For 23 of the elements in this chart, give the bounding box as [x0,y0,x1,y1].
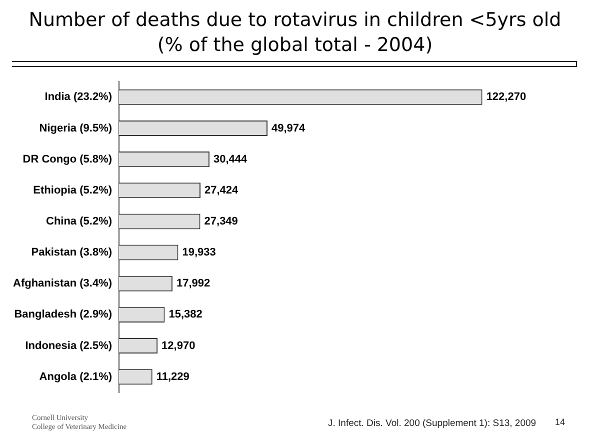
y-tick-label: Ethiopia (5.2%) [33,184,112,196]
y-tick-label: Nigeria (9.5%) [39,122,112,134]
data-label: 27,349 [204,215,238,228]
data-label: 11,229 [156,370,190,383]
data-label: 17,992 [176,278,210,290]
data-label: 27,424 [204,184,240,196]
chart-title: Number of deaths due to rotavirus in children <5yrs old (% of the global total - 2004) [28,8,562,58]
data-label: 30,444 [213,153,248,166]
y-tick-label: Pakistan (3.8%) [31,246,112,259]
y-tick-label: Indonesia (2.5%) [25,340,112,352]
y-tick-label: India (23.2%) [44,91,112,104]
y-tick-label: Angola (2.1%) [39,370,112,383]
data-label: 12,970 [162,340,196,352]
text: J. Infect. Dis. Vol. 200 (Supplement 1): S13, 2009 [328,418,536,429]
text: 14 [555,417,566,427]
y-tick-label: China (5.2%) [46,215,112,228]
y-tick-label: Bangladesh (2.9%) [14,308,112,321]
y-tick-label: DR Congo (5.8%) [22,153,112,166]
data-label: 19,933 [182,246,216,259]
y-tick-label: Afghanistan (3.4%) [12,278,112,290]
data-label: 49,974 [272,122,306,134]
data-label: 122,270 [486,91,526,104]
data-label: 15,382 [168,308,202,321]
